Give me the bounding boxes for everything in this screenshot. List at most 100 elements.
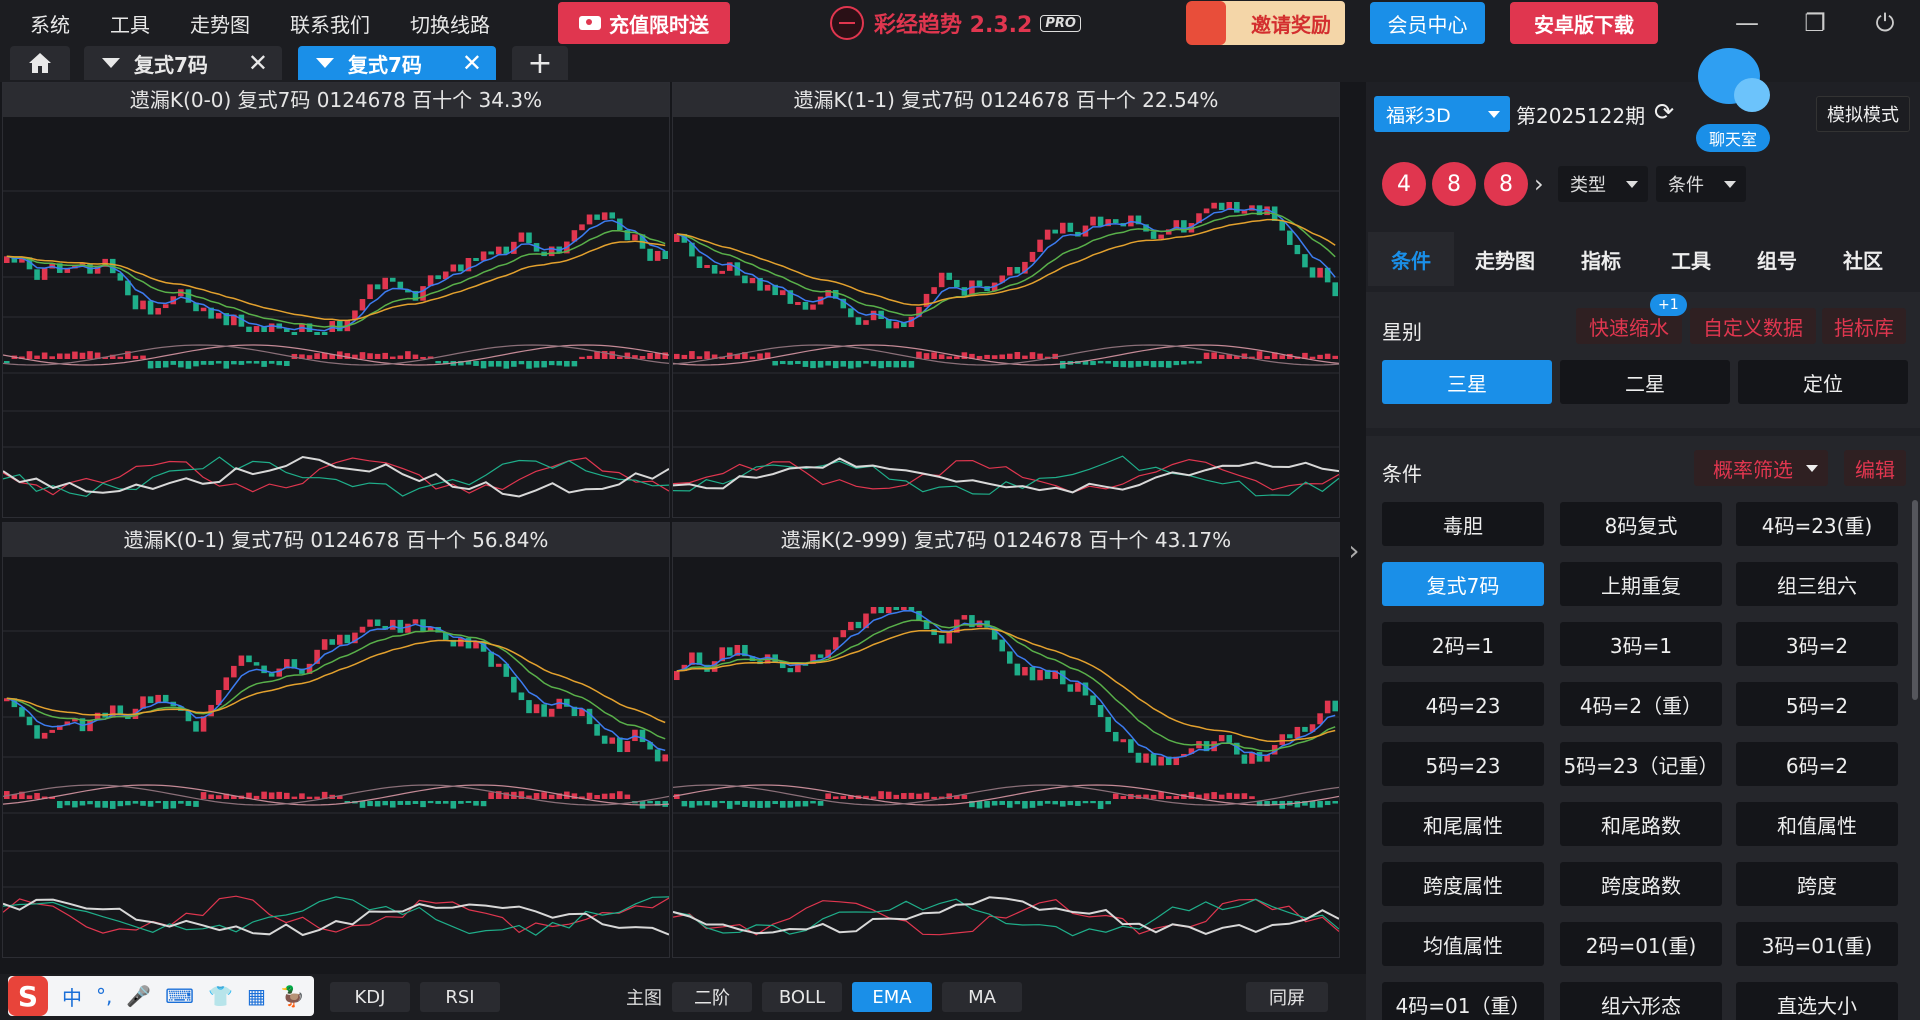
close-icon[interactable]: ✕ (461, 49, 482, 77)
condition-button[interactable]: 2码=01(重) (1560, 922, 1722, 966)
menu-tools[interactable]: 工具 (110, 12, 150, 37)
condition-button[interactable]: 5码=2 (1736, 682, 1898, 726)
candle (848, 621, 854, 631)
condition-button[interactable]: 复式7码 (1382, 562, 1544, 606)
macd-bar (548, 794, 555, 799)
probability-filter-dropdown[interactable]: 概率筛选 (1694, 450, 1828, 486)
condition-button[interactable]: 跨度路数 (1560, 862, 1722, 906)
microphone-icon[interactable]: 🎤 (126, 984, 152, 1008)
kline-chart[interactable] (673, 557, 1339, 957)
menu-contact[interactable]: 联系我们 (290, 12, 370, 37)
condition-button[interactable]: 8码复式 (1560, 502, 1722, 546)
invite-reward-button[interactable]: 邀请奖励 (1186, 1, 1345, 45)
kline-chart[interactable] (3, 117, 669, 517)
tab-tools[interactable]: 工具 (1671, 248, 1711, 273)
collapse-sidebar-icon[interactable]: › (1348, 533, 1360, 567)
chat-room-button[interactable]: 聊天室 (1694, 48, 1774, 156)
ime-chinese-toggle[interactable]: 中 (62, 985, 82, 1010)
kline-chart[interactable] (3, 557, 669, 957)
chart-panel-4[interactable]: 遗漏K(2-999) 复式7码 0124678 百十个 43.17% (672, 522, 1340, 958)
tab-fushi7-1[interactable]: 复式7码 ✕ (84, 46, 282, 80)
condition-button[interactable]: 组三组六 (1736, 562, 1898, 606)
condition-button[interactable]: 和尾路数 (1560, 802, 1722, 846)
add-tab-button[interactable]: + (512, 46, 568, 81)
star-two-button[interactable]: 二星 (1560, 360, 1730, 404)
same-screen-button[interactable]: 同屏 (1246, 982, 1328, 1012)
condition-button[interactable]: 组六形态 (1560, 982, 1722, 1020)
ma-button[interactable]: MA (942, 982, 1022, 1012)
chart-panel-3[interactable]: 遗漏K(0-1) 复式7码 0124678 百十个 56.84% (2, 522, 670, 958)
tab-fushi7-2[interactable]: 复式7码 ✕ (298, 46, 496, 80)
lottery-select[interactable]: 福彩3D (1374, 96, 1510, 132)
menu-trend[interactable]: 走势图 (190, 12, 250, 37)
sidebar-scrollbar[interactable] (1912, 500, 1918, 700)
condition-button[interactable]: 2码=1 (1382, 622, 1544, 666)
macd-bar (533, 361, 540, 368)
refresh-icon[interactable]: ⟳ (1654, 98, 1675, 126)
minimize-icon[interactable]: — (1735, 9, 1759, 37)
member-center-button[interactable]: 会员中心 (1370, 2, 1485, 44)
condition-button[interactable]: 均值属性 (1382, 922, 1544, 966)
restore-icon[interactable]: ❐ (1804, 9, 1826, 37)
macd-bar (117, 356, 124, 359)
simulation-mode-button[interactable]: 模拟模式 (1816, 96, 1910, 132)
condition-button[interactable]: 3码=1 (1560, 622, 1722, 666)
condition-button[interactable]: 4码=01（重） (1382, 982, 1544, 1020)
condition-button[interactable]: 5码=23 (1382, 742, 1544, 786)
power-icon[interactable]: ⏻ (1875, 9, 1895, 37)
chart-panel-2[interactable]: 遗漏K(1-1) 复式7码 0124678 百十个 22.54% (672, 82, 1340, 518)
condition-button[interactable]: 上期重复 (1560, 562, 1722, 606)
condition-button[interactable]: 4码=23 (1382, 682, 1544, 726)
candle (742, 275, 748, 284)
condition-button[interactable]: 和值属性 (1736, 802, 1898, 846)
android-download-button[interactable]: 安卓版下载 (1510, 2, 1658, 44)
condition-button[interactable]: 4码=23(重) (1736, 502, 1898, 546)
tab-conditions[interactable]: 条件 (1368, 232, 1454, 286)
kdj-button[interactable]: KDJ (330, 982, 410, 1012)
recharge-button[interactable]: 充值限时送 (558, 2, 730, 44)
macd-bar (4, 791, 10, 799)
condition-button[interactable]: 3码=01(重) (1736, 922, 1898, 966)
menu-system[interactable]: 系统 (30, 12, 70, 37)
rsi-button[interactable]: RSI (420, 982, 500, 1012)
condition-button[interactable]: 3码=2 (1736, 622, 1898, 666)
star-three-button[interactable]: 三星 (1382, 360, 1552, 404)
keyboard-icon[interactable]: ⌨ (165, 984, 195, 1008)
condition-button[interactable]: 6码=2 (1736, 742, 1898, 786)
position-button[interactable]: 定位 (1738, 360, 1908, 404)
condition-button[interactable]: 5码=23（记重） (1560, 742, 1722, 786)
condition-button[interactable]: 跨度属性 (1382, 862, 1544, 906)
ema-button[interactable]: EMA (852, 982, 932, 1012)
menu-switch-line[interactable]: 切换线路 (410, 12, 490, 37)
type-dropdown[interactable]: 类型 (1558, 166, 1648, 202)
boll-button[interactable]: BOLL (762, 982, 842, 1012)
skin-icon[interactable]: 👕 (208, 984, 234, 1008)
ime-toolbar[interactable]: S 中 °, 🎤 ⌨ 👕 ▦ 🦆 (8, 976, 314, 1016)
kline-chart[interactable] (673, 117, 1339, 517)
condition-button[interactable]: 和尾属性 (1382, 802, 1544, 846)
home-tab[interactable] (10, 46, 70, 80)
close-icon[interactable]: ✕ (247, 49, 268, 77)
condition-button[interactable]: 4码=2（重） (1560, 682, 1722, 726)
condition-dropdown[interactable]: 条件 (1656, 166, 1746, 202)
condition-button[interactable]: 毒胆 (1382, 502, 1544, 546)
custom-data-button[interactable]: 自定义数据 (1690, 308, 1816, 344)
second-order-button[interactable]: 二阶 (672, 982, 752, 1012)
indicator-library-button[interactable]: 指标库 (1822, 308, 1906, 344)
tab-trend[interactable]: 走势图 (1475, 248, 1535, 273)
ime-punct-icon[interactable]: °, (96, 984, 113, 1008)
toolbox-icon[interactable]: ▦ (247, 984, 266, 1008)
macd-bar (268, 792, 275, 799)
chevron-right-icon[interactable]: › (1534, 170, 1544, 198)
tab-community[interactable]: 社区 (1843, 248, 1883, 273)
macd-bar (321, 791, 328, 799)
tab-indicators[interactable]: 指标 (1581, 248, 1621, 273)
tab-grouping[interactable]: 组号 (1757, 248, 1797, 273)
chart-panel-1[interactable]: 遗漏K(0-0) 复式7码 0124678 百十个 34.3% (2, 82, 670, 518)
candle (556, 698, 563, 709)
edit-button[interactable]: 编辑 (1844, 450, 1906, 486)
macd-bar (757, 353, 763, 359)
condition-button[interactable]: 跨度 (1736, 862, 1898, 906)
condition-button[interactable]: 直选大小 (1736, 982, 1898, 1020)
mascot-icon[interactable]: 🦆 (279, 984, 305, 1008)
